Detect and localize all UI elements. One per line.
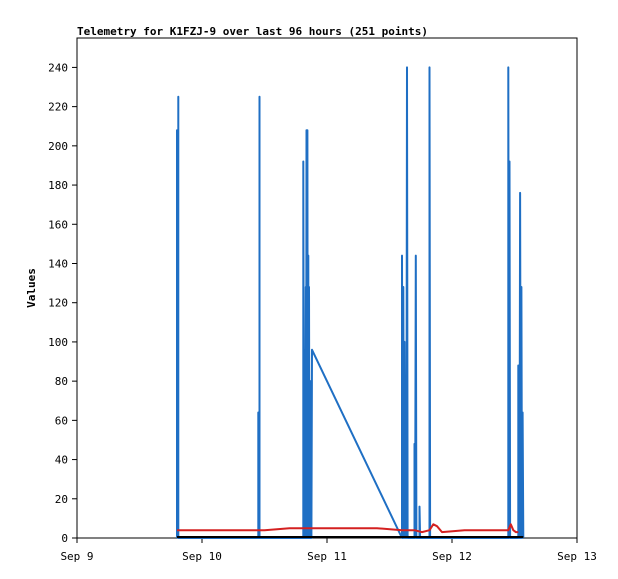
y-tick-label: 80	[55, 375, 68, 388]
y-tick-label: 140	[48, 257, 68, 270]
y-tick-label: 220	[48, 101, 68, 114]
y-axis-title: Values	[25, 268, 38, 308]
y-tick-label: 200	[48, 140, 68, 153]
series-layer	[176, 66, 525, 539]
y-tick-label: 120	[48, 297, 68, 310]
x-tick-label: Sep 13	[557, 550, 597, 563]
plot-area	[76, 37, 578, 539]
y-tick-label: 20	[55, 493, 68, 506]
y-tick-label: 240	[48, 61, 68, 74]
y-tick-label: 160	[48, 218, 68, 231]
y-tick-label: 60	[55, 414, 68, 427]
y-tick-label: 180	[48, 179, 68, 192]
x-tick-label: Sep 12	[432, 550, 472, 563]
x-axis: Sep 9 Sep 10 Sep 11 Sep 12 Sep 13	[60, 538, 597, 563]
x-tick-label: Sep 11	[307, 550, 347, 563]
y-axis: 0 20 40 60 80 100 120 140 160 180 200 220 240	[48, 61, 77, 545]
y-tick-label: 0	[61, 532, 68, 545]
chart-title: Telemetry for K1FZJ-9 over last 96 hours…	[77, 25, 428, 38]
series-line-0	[176, 66, 525, 539]
y-tick-label: 100	[48, 336, 68, 349]
x-tick-label: Sep 9	[60, 550, 93, 563]
y-tick-label: 40	[55, 454, 68, 467]
x-tick-label: Sep 10	[182, 550, 222, 563]
series-line-1	[177, 523, 519, 534]
